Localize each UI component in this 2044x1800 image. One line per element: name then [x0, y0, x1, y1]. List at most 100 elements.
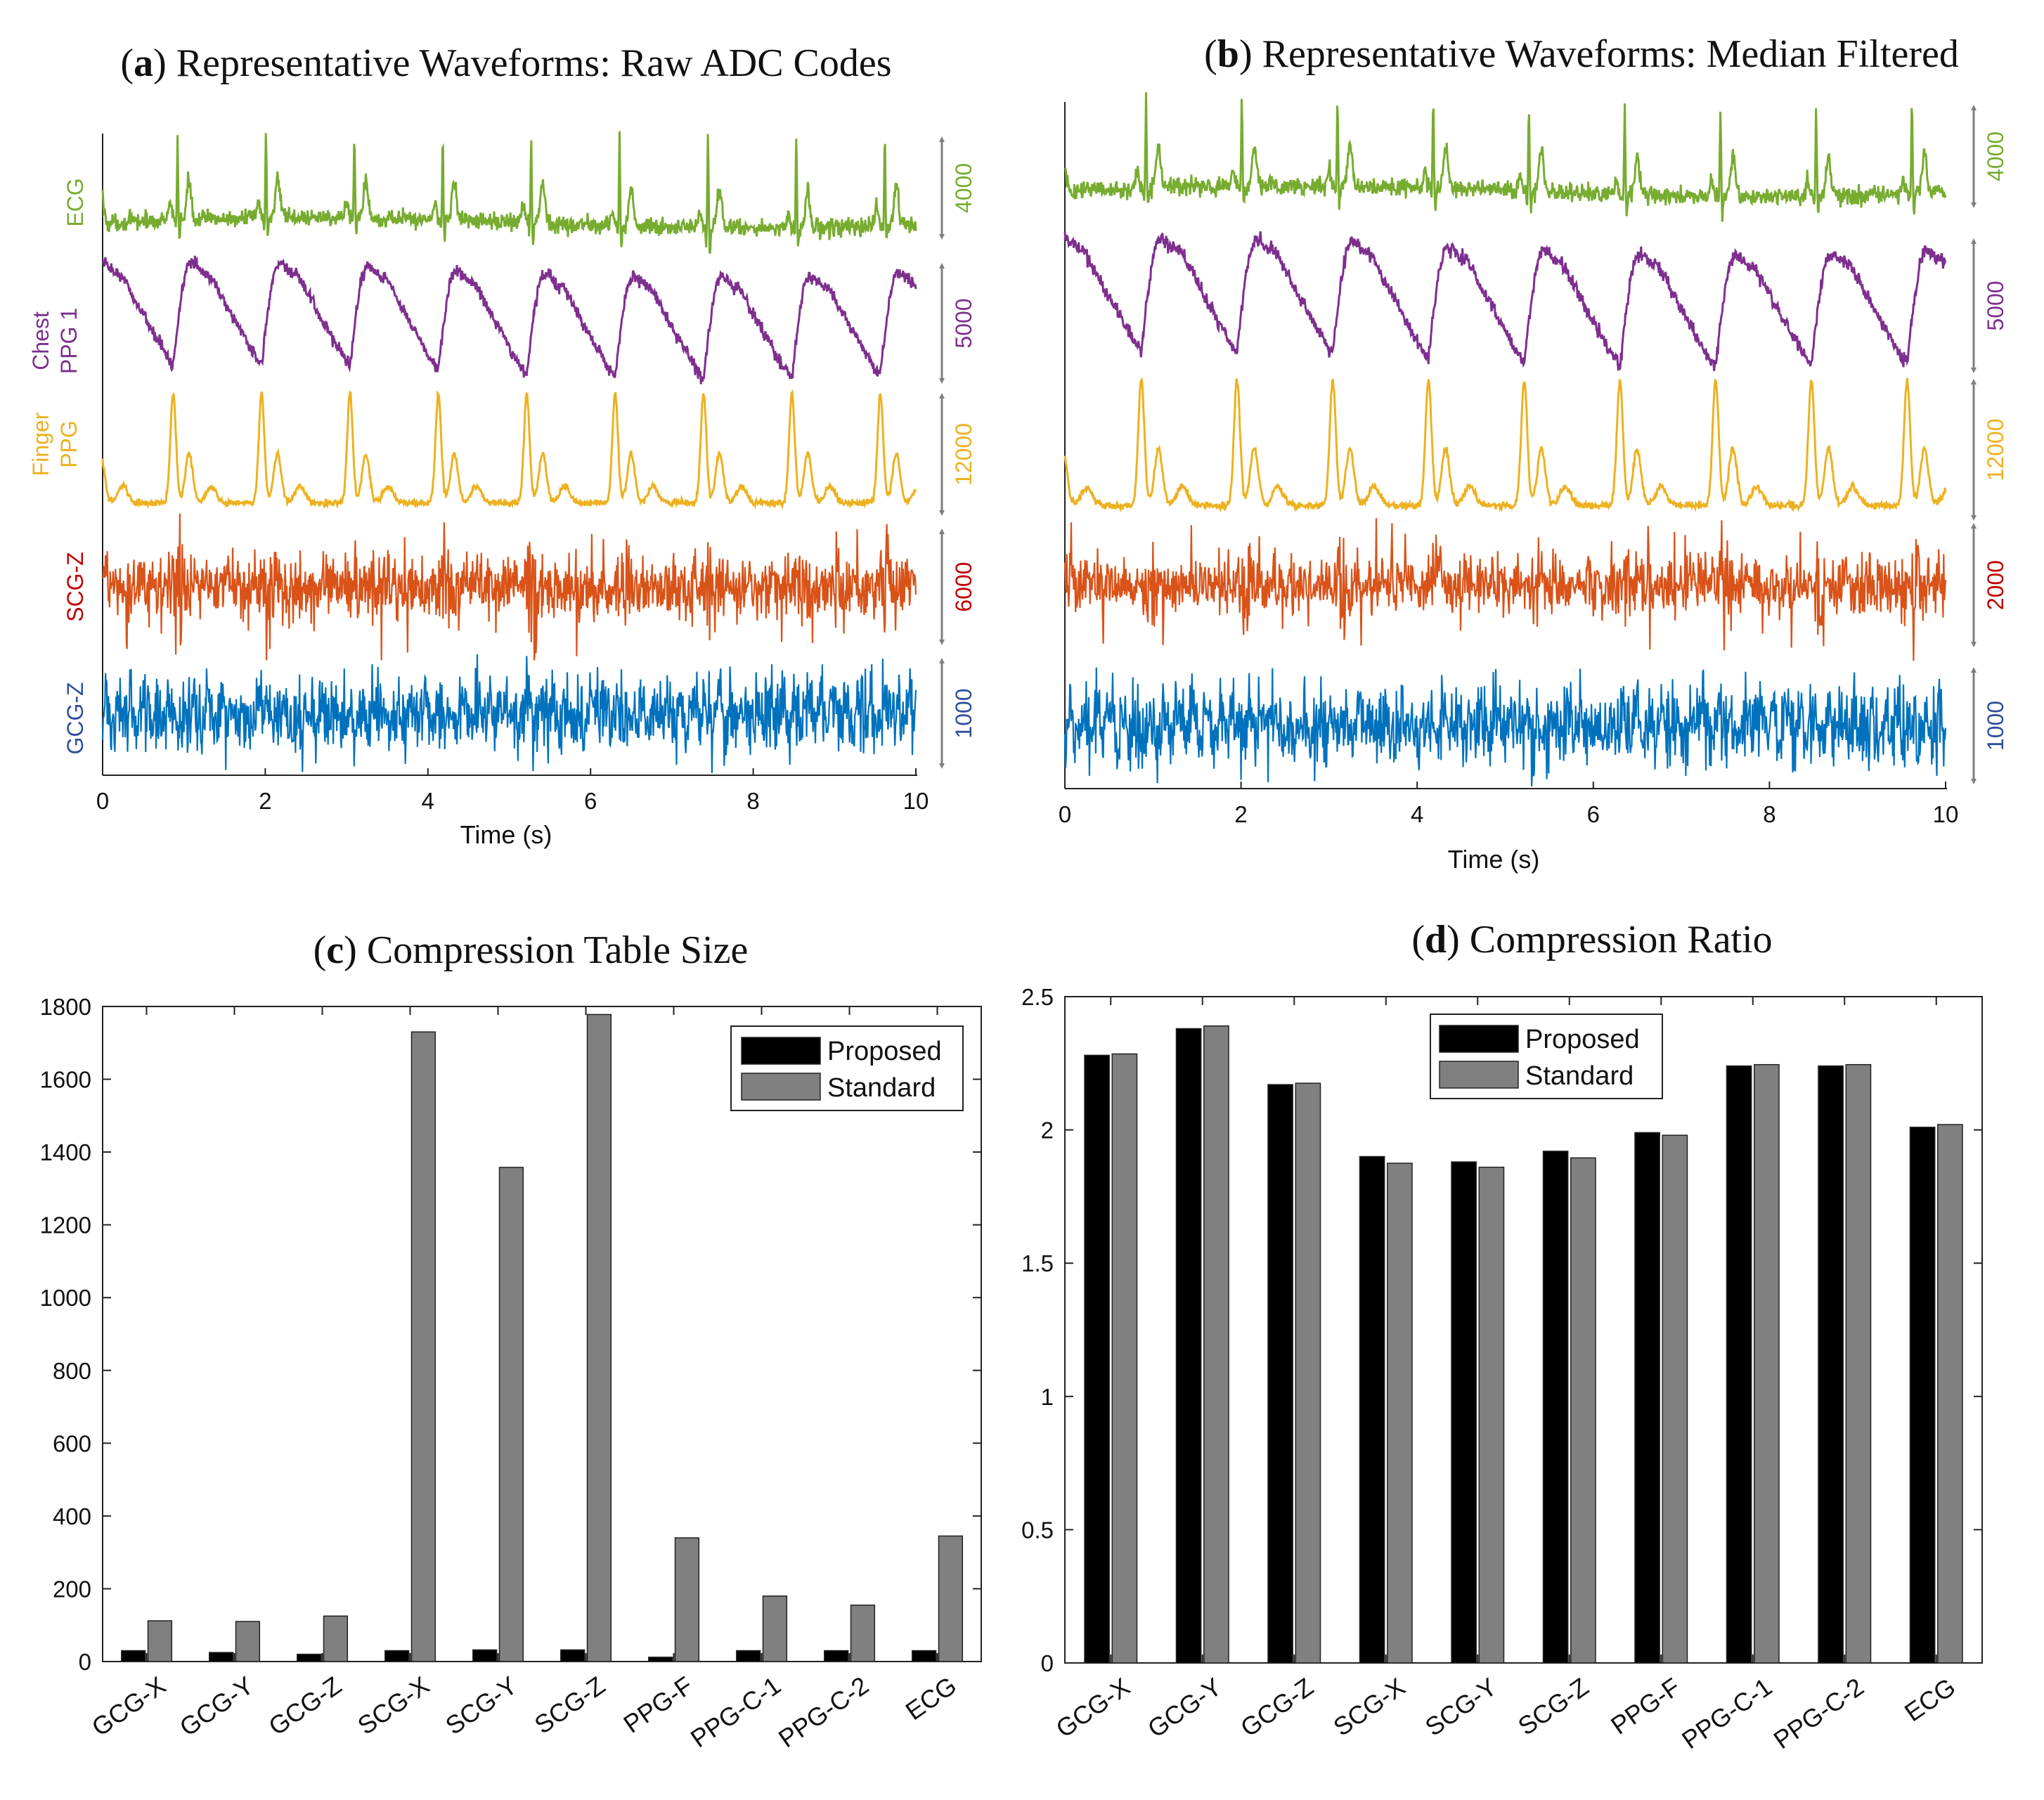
panel-b-scale-label-ecg: 4000: [1983, 131, 2008, 181]
panel-d-bar-proposed-gcg-x: [1084, 1054, 1110, 1664]
panel-a-scale-label-ppg-chest: 5000: [951, 298, 976, 348]
panel-c-bar-proposed-gcg-y: [209, 1652, 234, 1662]
panel-c-category-label: GCG-Z: [264, 1671, 347, 1741]
panel-c-bar-standard-ppg-f: [674, 1537, 700, 1662]
panel-d-legend-swatch-proposed: [1439, 1025, 1519, 1053]
panel-c-category-label: SCG-X: [352, 1671, 434, 1740]
panel-c-category-label: PPG-C-2: [773, 1671, 874, 1753]
panel-c-bar-proposed-ecg: [912, 1650, 937, 1662]
panel-d-category-label: SCG-X: [1328, 1672, 1410, 1742]
panel-a-xtick-label: 6: [584, 788, 597, 814]
panel-d-bar-standard-ppg-f: [1662, 1134, 1688, 1664]
panel-b-xtick-label: 8: [1763, 801, 1775, 827]
panel-b-xtick-label: 6: [1587, 801, 1600, 827]
panel-d-bar-proposed-ecg: [1909, 1127, 1936, 1664]
panel-b-trace-gcg: [1063, 667, 1947, 787]
panel-c-category-label: SCG-Y: [440, 1671, 522, 1740]
panel-d-ytick-label: 2: [1041, 1118, 1054, 1144]
panel-c-title: (c) Compression Table Size: [313, 928, 749, 972]
panel-c-bar-standard-ecg: [938, 1535, 964, 1662]
panel-c-category-label: SCG-Z: [529, 1671, 610, 1740]
panel-c-ytick-label: 600: [53, 1430, 91, 1456]
panel-c-ytick-label: 0: [79, 1649, 91, 1675]
panel-b-waveforms: 0 2 4 6 8 10 4000 5000 12000 2000 1000 Time (s): [1059, 92, 2008, 874]
panel-c-bar-standard-gcg-y: [235, 1621, 261, 1662]
panel-c-bar-proposed-gcg-x: [121, 1650, 146, 1662]
panel-d-bar-standard-ecg: [1937, 1124, 1963, 1664]
panel-d-bar-proposed-gcg-z: [1267, 1084, 1293, 1664]
panel-d-category-label: ECG: [1899, 1672, 1960, 1727]
panel-d-bar-standard-scg-x: [1387, 1163, 1413, 1664]
panel-a-label-gcg: GCG-Z: [63, 682, 88, 754]
panel-d-plot-frame: [1064, 996, 1983, 1664]
panel-c-bar-proposed-gcg-z: [297, 1653, 322, 1662]
panel-d-legend-standard: Standard: [1525, 1061, 1634, 1091]
panel-c-category-label: GCG-Y: [174, 1671, 259, 1742]
panel-c-ytick-label: 200: [53, 1576, 91, 1602]
panel-d-category-label: SCG-Y: [1420, 1672, 1502, 1742]
panel-c-bar-proposed-scg-x: [384, 1650, 410, 1662]
panel-a-label-chest-ppg: Chest PPG 1: [28, 308, 82, 374]
panel-a-trace-ppg-chest: [101, 255, 917, 384]
panel-c-legend-standard: Standard: [827, 1073, 936, 1103]
panel-c-ytick-label: 400: [53, 1503, 91, 1529]
panel-a-xtick-label: 0: [96, 788, 109, 814]
panel-d-legend: Proposed Standard: [1430, 1014, 1663, 1099]
panel-d-bar-chart: 0 0.5 1 1.5 2 2.5 GCG-X GCG-Y GCG-Z SCG-X SCG-Y SC…: [1021, 984, 1983, 1754]
panel-a-xtick-label: 2: [259, 788, 271, 814]
panel-d-ytick-label: 1.5: [1021, 1250, 1054, 1276]
panel-a-scale-label-scg: 6000: [951, 562, 976, 611]
panel-c-bar-standard-gcg-x: [147, 1620, 173, 1662]
panel-d-bar-proposed-scg-x: [1359, 1155, 1385, 1664]
panel-c-bar-proposed-ppg-c-1: [736, 1650, 761, 1662]
panel-c-bar-proposed-ppg-f: [648, 1657, 673, 1662]
panel-b-xtick-label: 2: [1234, 801, 1247, 827]
panel-c-ytick-label: 1200: [40, 1212, 91, 1238]
panel-d-category-label: PPG-C-1: [1676, 1672, 1777, 1754]
panel-c-bar-proposed-scg-z: [560, 1649, 586, 1662]
panel-b-title: (b) Representative Waveforms: Median Fil…: [1204, 32, 1959, 76]
panel-d-ytick-label: 2.5: [1021, 984, 1054, 1010]
panel-d-ytick-label: 0.5: [1021, 1517, 1054, 1543]
panel-c-ytick-label: 1400: [40, 1139, 91, 1165]
panel-b-xtick-label: 0: [1059, 801, 1071, 827]
panel-a-scale-label-ppg-finger: 12000: [951, 423, 976, 486]
panel-d-bar-standard-scg-y: [1478, 1166, 1505, 1664]
panel-b-trace-scg: [1063, 518, 1947, 661]
panel-c-category-label: PPG-C-1: [685, 1671, 786, 1753]
panel-a-scale-label-ecg: 4000: [951, 163, 976, 213]
panel-c-bar-standard-ppg-c-2: [850, 1604, 876, 1662]
panel-b-trace-ppg-finger: [1063, 377, 1947, 513]
panel-c-category-label: GCG-X: [86, 1671, 171, 1742]
panel-d-category-label: GCG-Z: [1235, 1672, 1319, 1742]
panel-d-bar-standard-ppg-c-2: [1845, 1063, 1872, 1664]
panel-a-title: (a) Representative Waveforms: Raw ADC Co…: [120, 41, 891, 85]
panel-d-bar-standard-gcg-y: [1203, 1025, 1229, 1664]
panel-d-category-label: GCG-Y: [1142, 1672, 1227, 1743]
panel-a-xtick-label: 4: [422, 788, 434, 814]
panel-c-bar-proposed-scg-y: [472, 1649, 498, 1662]
panel-b-scale-label-gcg: 1000: [1983, 701, 2008, 751]
panel-c-ytick-label: 800: [53, 1358, 91, 1384]
panel-b-trace-ppg-chest: [1063, 231, 1947, 371]
panel-d-category-label: GCG-X: [1051, 1672, 1135, 1743]
panel-d-ytick-label: 0: [1041, 1650, 1054, 1676]
panel-d-legend-proposed: Proposed: [1525, 1025, 1640, 1054]
panel-a-scale-label-gcg: 1000: [951, 688, 976, 738]
panel-a-label-finger-ppg: Finger PPG: [28, 412, 82, 476]
panel-c-legend-proposed: Proposed: [827, 1037, 942, 1066]
panel-a-label-scg: SCG-Z: [63, 552, 88, 622]
panel-a-waveforms: 0 2 4 6 8 10 4000 5000 12000 6000 1000 ECG Chest P…: [28, 131, 976, 849]
panel-b-xtick-label: 10: [1933, 801, 1959, 827]
panel-a-trace-ecg: [101, 131, 917, 254]
panel-c-bar-standard-gcg-z: [323, 1615, 349, 1662]
panel-a-label-ecg: ECG: [63, 178, 88, 226]
panel-d-bar-proposed-gcg-y: [1175, 1028, 1202, 1664]
panel-b-scale-label-ppg-chest: 5000: [1983, 280, 2008, 330]
panel-a-trace-ppg-finger: [101, 389, 917, 510]
panel-b-xlabel: Time (s): [1448, 845, 1540, 874]
panel-d-bar-proposed-ppg-c-2: [1818, 1065, 1844, 1664]
panel-c-legend-swatch-proposed: [741, 1037, 821, 1065]
